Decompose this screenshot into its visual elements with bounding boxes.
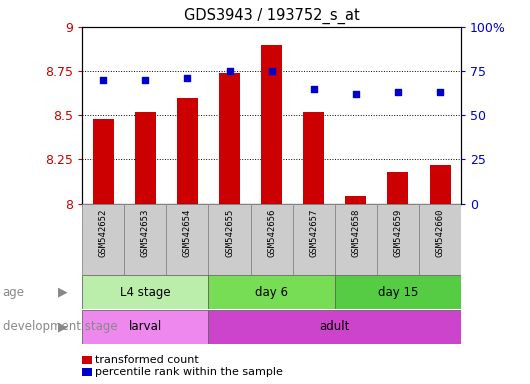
Bar (419, 204, 461, 275)
Text: transformed count: transformed count (95, 355, 199, 365)
Text: ▶: ▶ (58, 286, 67, 299)
Bar (93, 119, 114, 204)
Text: GSM542655: GSM542655 (225, 209, 234, 257)
Bar (135, 112, 156, 204)
Bar (387, 172, 409, 204)
Point (310, 86, 318, 92)
Bar (251, 204, 293, 275)
Bar (219, 73, 240, 204)
Bar (166, 204, 208, 275)
Text: adult: adult (320, 320, 350, 333)
Bar (346, 197, 366, 204)
Point (141, 77, 149, 83)
Bar (208, 310, 461, 344)
Text: L4 stage: L4 stage (120, 286, 171, 299)
Bar (82, 275, 208, 309)
Bar (261, 45, 282, 204)
Point (267, 68, 276, 74)
Text: ▶: ▶ (58, 320, 67, 333)
Text: GSM542652: GSM542652 (99, 209, 108, 257)
Text: GSM542654: GSM542654 (183, 209, 192, 257)
Bar (293, 204, 335, 275)
Bar (82, 310, 208, 344)
Text: GSM542659: GSM542659 (393, 209, 402, 257)
Text: GSM542657: GSM542657 (309, 209, 318, 257)
Bar (303, 112, 324, 204)
Bar (335, 275, 461, 309)
Text: GSM542653: GSM542653 (141, 209, 150, 257)
Text: GSM542658: GSM542658 (351, 209, 360, 257)
Text: percentile rank within the sample: percentile rank within the sample (95, 367, 283, 377)
Text: larval: larval (129, 320, 162, 333)
Text: GSM542660: GSM542660 (436, 209, 445, 257)
Title: GDS3943 / 193752_s_at: GDS3943 / 193752_s_at (184, 8, 359, 24)
Bar (377, 204, 419, 275)
Bar (177, 98, 198, 204)
Point (99, 77, 108, 83)
Point (394, 89, 402, 95)
Text: day 15: day 15 (378, 286, 418, 299)
Bar (208, 204, 251, 275)
Point (436, 89, 444, 95)
Bar (124, 204, 166, 275)
Text: age: age (3, 286, 25, 299)
Text: day 6: day 6 (255, 286, 288, 299)
Bar (429, 165, 450, 204)
Bar (82, 204, 124, 275)
Point (225, 68, 234, 74)
Bar (335, 204, 377, 275)
Point (351, 91, 360, 97)
Text: GSM542656: GSM542656 (267, 209, 276, 257)
Point (183, 75, 192, 81)
Text: development stage: development stage (3, 320, 117, 333)
Bar (208, 275, 335, 309)
